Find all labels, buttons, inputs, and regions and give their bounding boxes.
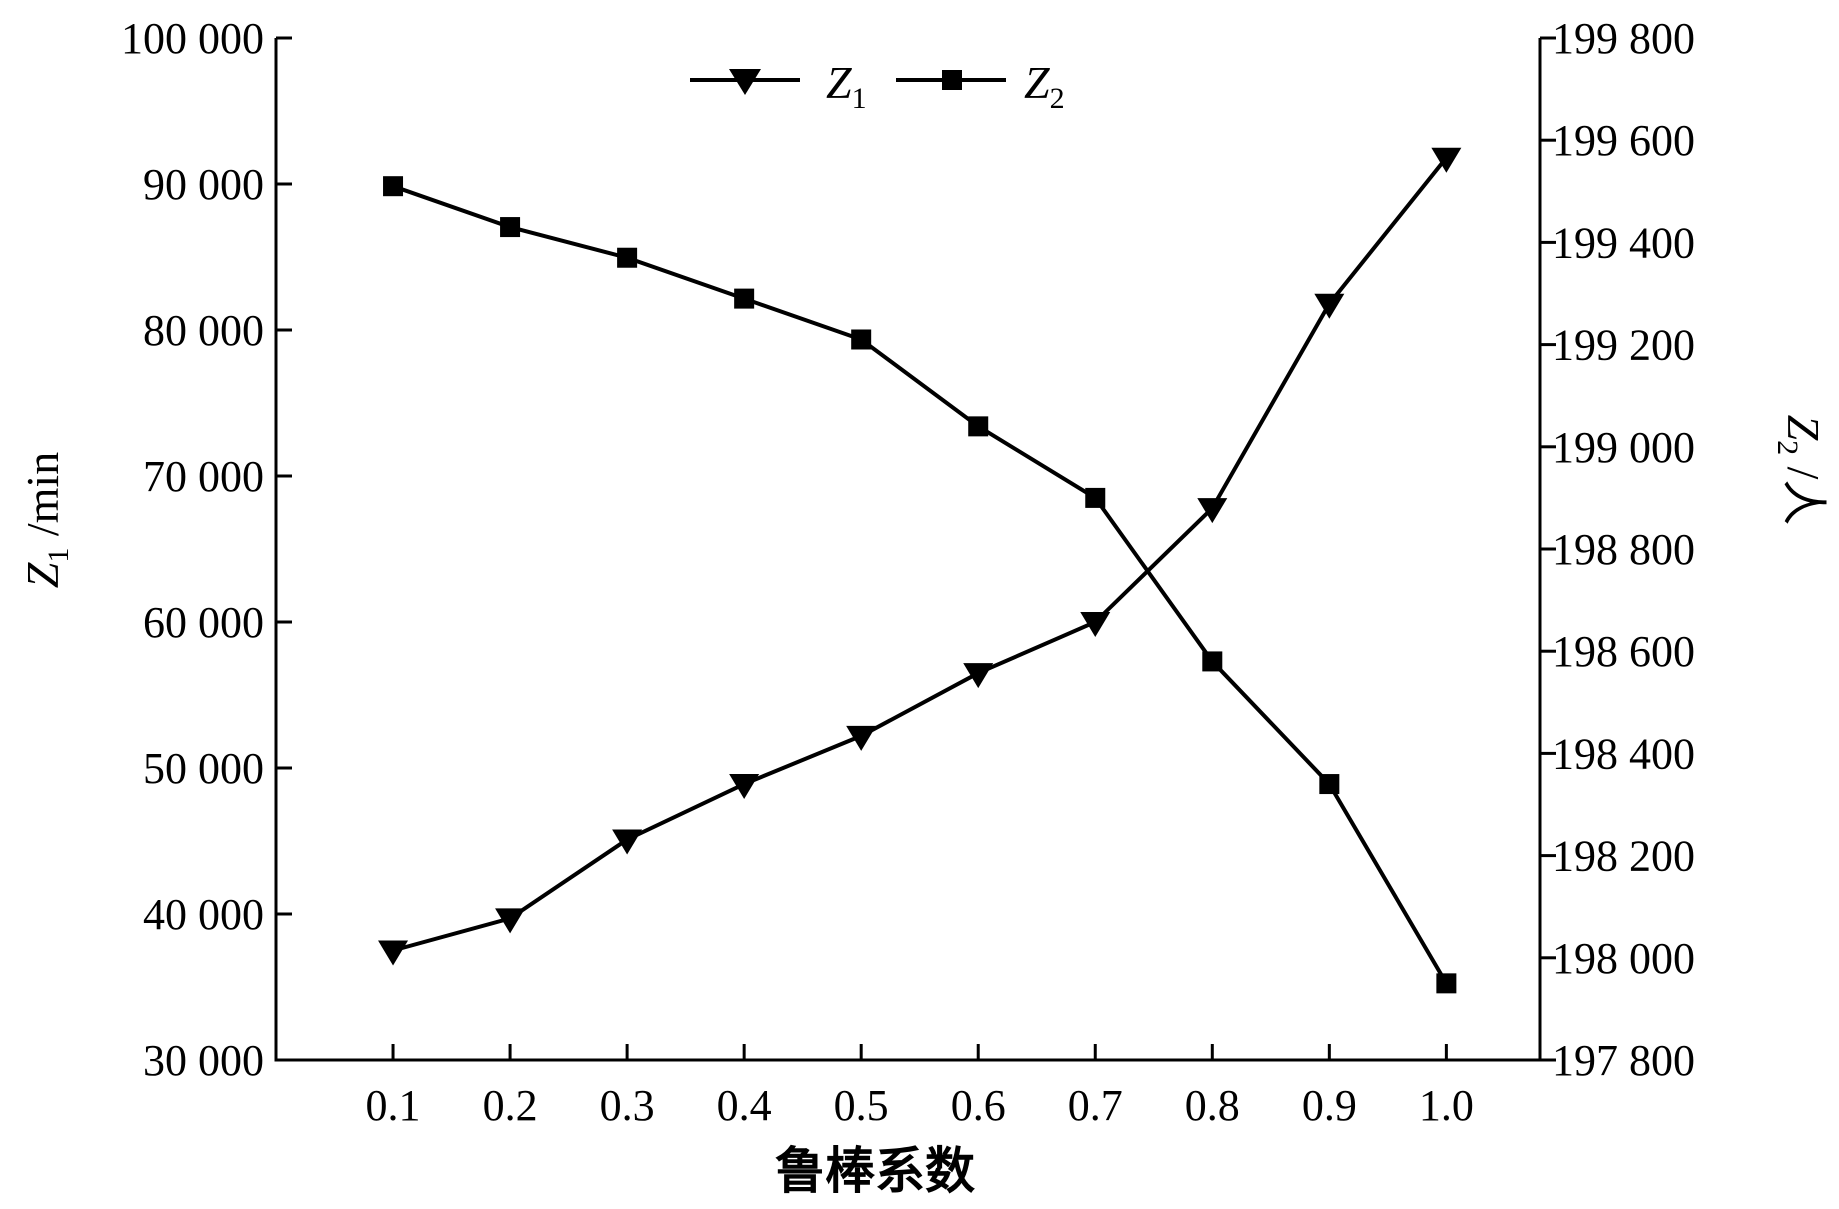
right-y-tick-label: 198 600 xyxy=(1552,627,1695,676)
left-y-axis-var: Z xyxy=(17,562,68,588)
series-line-z1 xyxy=(392,156,1448,953)
x-tick-label: 0.6 xyxy=(951,1081,1006,1130)
data-point-z2 xyxy=(1202,651,1223,672)
right-y-tick-label: 198 000 xyxy=(1552,934,1695,983)
legend-marker-z1 xyxy=(729,69,761,95)
left-y-axis-title: Z1 /min xyxy=(17,452,75,588)
data-point-z2 xyxy=(500,217,521,238)
data-point-z1 xyxy=(612,829,643,855)
data-point-z1 xyxy=(1431,147,1462,173)
right-y-axis-title: Z2 /人 xyxy=(1771,415,1829,526)
x-tick-label: 0.4 xyxy=(717,1081,772,1130)
data-point-z1 xyxy=(1314,293,1345,319)
data-point-z2 xyxy=(1085,487,1106,508)
right-y-tick-label: 198 800 xyxy=(1552,525,1695,574)
series-line-z2 xyxy=(392,184,1449,985)
right-y-tick-label: 198 400 xyxy=(1552,729,1695,778)
left-y-tick-label: 60 000 xyxy=(143,598,264,647)
left-y-ticks: 30 000 40 000 50 000 60 000 70 000 80 000 90 0… xyxy=(121,14,292,1085)
data-point-z1 xyxy=(729,774,760,800)
right-y-tick-label: 199 200 xyxy=(1552,321,1695,370)
x-tick-label: 0.1 xyxy=(366,1081,421,1130)
x-ticks: 0.1 0.2 0.3 0.4 0.5 0.6 0.7 0.8 0.9 1.0 xyxy=(366,1044,1474,1130)
left-y-tick-label: 70 000 xyxy=(143,452,264,501)
data-point-z1 xyxy=(1197,498,1228,524)
x-axis-title: 鲁棒系数 xyxy=(775,1142,975,1200)
right-y-axis-var: Z xyxy=(1778,415,1829,441)
left-y-tick-label: 50 000 xyxy=(143,744,264,793)
x-tick-label: 0.3 xyxy=(600,1081,655,1130)
x-tick-label: 0.8 xyxy=(1185,1081,1240,1130)
left-y-tick-label: 30 000 xyxy=(143,1036,264,1085)
x-tick-label: 1.0 xyxy=(1419,1081,1474,1130)
data-point-z1 xyxy=(1080,612,1111,637)
data-point-z1 xyxy=(495,908,526,934)
right-y-axis-unit: /人 xyxy=(1778,455,1829,525)
right-y-tick-label: 199 800 xyxy=(1552,14,1695,63)
chart-axes xyxy=(274,38,1542,1062)
left-y-tick-label: 100 000 xyxy=(121,14,264,63)
right-y-tick-label: 199 600 xyxy=(1552,116,1695,165)
axis-frame xyxy=(274,38,1542,1062)
series-group xyxy=(378,147,1462,994)
left-y-axis-sub: 1 xyxy=(42,548,75,563)
svg-text:Z2 /人: Z2 /人 xyxy=(1771,415,1829,526)
legend-marker-z2 xyxy=(942,70,962,90)
right-y-tick-label: 198 200 xyxy=(1552,832,1695,881)
right-y-tick-label: 197 800 xyxy=(1552,1036,1695,1085)
data-point-z2 xyxy=(1319,774,1340,795)
data-point-z2 xyxy=(734,288,755,309)
x-tick-label: 0.5 xyxy=(834,1081,889,1130)
data-point-z2 xyxy=(968,416,989,437)
x-tick-label: 0.9 xyxy=(1302,1081,1357,1130)
svg-text:Z1 /min: Z1 /min xyxy=(17,452,75,588)
data-point-z2 xyxy=(617,247,638,268)
legend: Z1 Z2 xyxy=(690,57,1065,115)
left-y-tick-label: 80 000 xyxy=(143,306,264,355)
data-point-z1 xyxy=(963,663,994,689)
data-point-z2 xyxy=(1436,973,1457,994)
left-y-axis-unit: /min xyxy=(17,452,68,548)
right-y-tick-label: 199 400 xyxy=(1552,218,1695,267)
data-point-z2 xyxy=(851,329,872,350)
x-tick-label: 0.7 xyxy=(1068,1081,1123,1130)
data-point-z1 xyxy=(846,725,877,751)
data-point-z2 xyxy=(383,176,404,197)
data-point-z1 xyxy=(378,940,409,966)
x-tick-label: 0.2 xyxy=(483,1081,538,1130)
right-y-axis-sub: 2 xyxy=(1771,440,1804,455)
left-y-tick-label: 90 000 xyxy=(143,160,264,209)
legend-label-z1: Z1 xyxy=(826,57,867,115)
left-y-tick-label: 40 000 xyxy=(143,890,264,939)
right-y-ticks: 197 800 198 000 198 200 198 400 198 600 198 8… xyxy=(1540,14,1695,1085)
legend-label-z2: Z2 xyxy=(1024,57,1065,115)
right-y-tick-label: 199 000 xyxy=(1552,423,1695,472)
